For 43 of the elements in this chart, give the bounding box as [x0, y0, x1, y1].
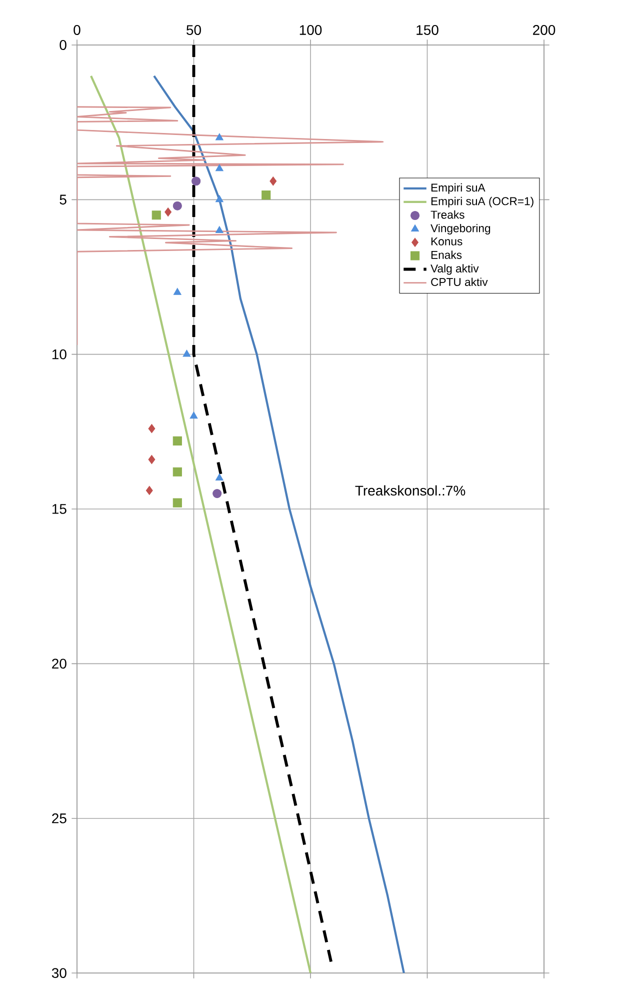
point	[212, 489, 222, 498]
point	[215, 474, 224, 480]
point	[148, 424, 156, 434]
point	[164, 208, 172, 217]
legend-label: Empiri suA (OCR=1)	[431, 196, 534, 208]
legend-label: Enaks	[431, 250, 462, 259]
point	[172, 201, 182, 210]
point	[270, 176, 277, 186]
point	[215, 133, 224, 140]
point	[190, 412, 198, 419]
x-tick-label: 100	[300, 25, 322, 35]
point	[172, 436, 182, 446]
y-tick-label: 25	[52, 813, 66, 824]
legend-label: Empiri suA	[431, 183, 486, 194]
point	[192, 176, 201, 186]
point	[148, 454, 156, 464]
point	[172, 498, 182, 508]
x-tick-label: 50	[186, 25, 201, 35]
y-tick-label: 30	[52, 968, 66, 978]
point	[215, 164, 224, 172]
line-series	[77, 106, 384, 346]
point	[152, 210, 161, 220]
x-tick-label: 200	[533, 25, 556, 35]
legend-label: Vingeboring	[430, 224, 490, 234]
y-tick-label: 20	[52, 658, 66, 669]
legend-label: Konus	[431, 237, 462, 246]
y-tick-label: 0	[60, 40, 66, 50]
legend-label: Treaks	[430, 210, 464, 219]
point	[173, 288, 182, 295]
y-tick-label: 5	[60, 194, 66, 205]
y-tick-label: 15	[52, 504, 66, 514]
point	[182, 350, 191, 357]
point	[172, 467, 182, 476]
point	[146, 486, 153, 495]
point	[215, 226, 224, 234]
point	[262, 190, 271, 200]
legend-label: CPTU aktiv	[431, 278, 488, 286]
x-tick-label: 0	[74, 25, 80, 35]
y-tick-label: 10	[52, 349, 66, 360]
x-tick-label: 150	[416, 25, 438, 35]
annotation: Treakskonsol.:7%	[355, 485, 466, 496]
point	[215, 195, 224, 202]
legend-label: Valg aktiv	[430, 264, 479, 275]
